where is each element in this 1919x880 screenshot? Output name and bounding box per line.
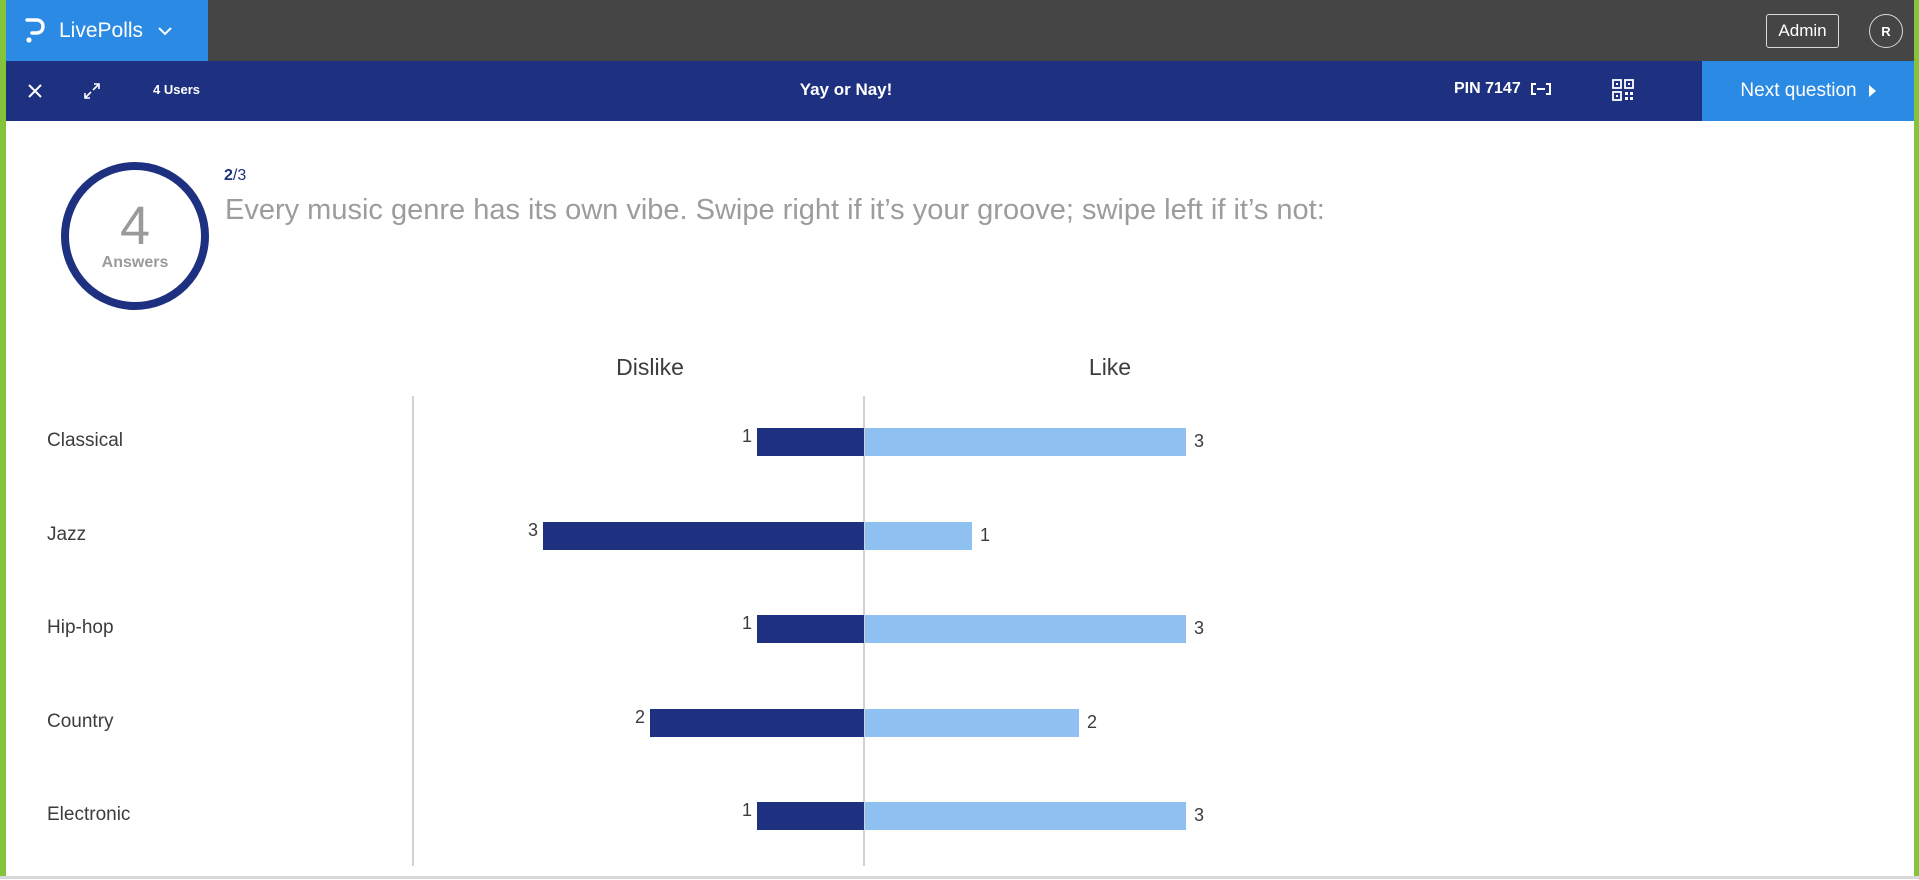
answers-count: 4 [119,196,151,256]
value-label-like: 1 [980,524,991,545]
frame-border-left [0,0,6,879]
series-header-like: Like [1088,354,1132,380]
answers-count-ring: 4 Answers [61,162,209,310]
question-current: 2 [224,167,233,184]
question-total: /3 [232,167,247,184]
bar-like [865,708,1079,737]
category-label: Classical [47,430,124,451]
bar-like [865,802,1186,830]
bar-like [865,428,1186,456]
question-progress: 2/3 [224,167,246,185]
category-label: Jazz [47,523,87,545]
bar-like [865,521,972,550]
top-bar: LivePolls Admin R [6,0,1914,61]
value-label-dislike: 3 [528,519,539,540]
series-header-dislike: Dislike [616,354,684,380]
value-label-dislike: 1 [742,426,753,446]
answers-label: Answers [101,254,169,271]
zero-axis-line [863,396,865,866]
next-question-label: Next question [1740,80,1857,101]
bar-dislike [757,615,864,643]
bar-dislike [543,521,864,550]
pin-display-icon [1530,82,1552,96]
chevron-down-icon [157,26,173,36]
user-avatar[interactable]: R [1869,14,1903,48]
value-label-dislike: 2 [635,706,646,727]
value-label-like: 2 [1087,711,1098,732]
category-label: Country [47,710,114,732]
value-label-like: 3 [1194,431,1205,451]
value-label-dislike: 1 [742,613,753,633]
results-chart: Dislike Like Classical 1 3 Jazz 3 1 Hip-hop 1 3 Cou… [0,340,1300,880]
close-icon[interactable] [22,78,48,104]
bar-like [865,615,1186,643]
presentation-bar: 4 Users Yay or Nay! PIN 7147 [6,61,1914,121]
value-label-like: 3 [1194,618,1205,638]
app-name: LivePolls [59,18,144,42]
pin-display-button[interactable]: PIN 7147 [1454,80,1552,98]
question-text: Every music genre has its own vibe. Swip… [225,194,1325,226]
admin-button[interactable]: Admin [1766,14,1839,48]
users-count: 4 Users [153,82,200,97]
frame-border-right [1914,0,1919,879]
next-question-button[interactable]: Next question [1702,61,1914,121]
livepolls-logo-icon [20,16,50,46]
bar-dislike [757,802,864,830]
frame-border-bottom [0,876,1919,879]
pin-label: PIN 7147 [1454,80,1521,97]
app-switcher[interactable]: LivePolls [6,0,208,61]
play-arrow-icon [1868,85,1876,97]
expand-icon[interactable] [79,78,105,104]
category-divider-line [412,396,414,866]
value-label-like: 3 [1194,805,1205,825]
category-label: Electronic [47,804,131,825]
value-label-dislike: 1 [742,800,753,820]
poll-title: Yay or Nay! [799,80,893,99]
bar-dislike [757,428,864,456]
qr-code-icon[interactable] [1612,79,1638,105]
category-label: Hip-hop [47,617,114,638]
bar-dislike [650,708,864,737]
